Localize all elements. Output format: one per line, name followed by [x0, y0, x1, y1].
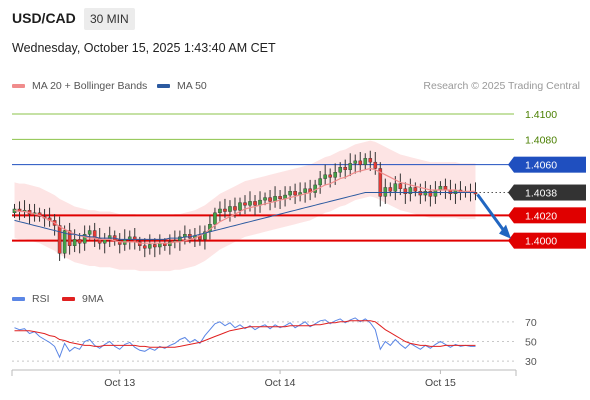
candle-body-60 [313, 184, 317, 193]
candle-body-47 [248, 201, 252, 206]
candle-body-69 [358, 160, 363, 165]
time-tick-label-0: Oct 13 [104, 377, 135, 389]
level-tag-3 [514, 184, 586, 201]
candle-body-38 [203, 231, 207, 240]
candle-body-46 [243, 202, 247, 206]
rsi-tick-label-2: 30 [525, 356, 537, 368]
symbol-title: USD/CAD [12, 10, 76, 26]
candle-body-70 [363, 158, 368, 165]
candle-body-56 [293, 191, 297, 196]
candle-body-40 [213, 212, 217, 225]
forecast-arrow-head [499, 224, 511, 239]
candle-body-53 [278, 196, 282, 200]
level-label-2: 1.4060 [525, 160, 557, 172]
rsi-tick-label-0: 70 [525, 317, 537, 329]
level-tag-2 [514, 156, 586, 173]
candle-body-10 [62, 230, 67, 254]
candle-body-73 [378, 168, 383, 197]
candle-body-64 [333, 172, 337, 178]
candle-body-76 [393, 183, 398, 192]
candle-body-33 [178, 236, 182, 241]
candle-body-75 [388, 187, 393, 192]
candle-body-58 [303, 188, 307, 193]
candle-body-44 [233, 206, 237, 211]
legend-9ma: 9MA [62, 293, 104, 305]
level-label-0: 1.4100 [525, 109, 557, 121]
level-tag-arrow-3 [508, 184, 514, 201]
level-tag-5 [514, 232, 586, 249]
candle-body-62 [323, 174, 327, 179]
level-label-3: 1.4038 [525, 188, 557, 200]
timeframe-button[interactable]: 30 MIN [84, 8, 135, 30]
legend-ma20: MA 20 + Bollinger Bands [12, 80, 147, 92]
datetime-label: Wednesday, October 15, 2025 1:43:40 AM C… [12, 41, 276, 55]
candle-body-71 [368, 158, 373, 163]
legend-ma20-label: MA 20 + Bollinger Bands [32, 80, 148, 92]
legend-9ma-label: 9MA [82, 293, 104, 305]
candle-body-81 [418, 191, 423, 196]
candle-body-43 [228, 206, 232, 212]
candle-body-82 [423, 191, 428, 196]
level-tag-4 [514, 207, 586, 224]
candle-body-26 [142, 245, 147, 249]
level-tag-arrow-4 [508, 207, 514, 224]
forecast-arrow-shaft [476, 193, 508, 235]
level-label-5: 1.4000 [525, 236, 557, 248]
legend-rsi: RSI [12, 293, 50, 305]
candle-body-68 [353, 160, 358, 164]
candle-body-72 [373, 161, 378, 169]
candle-body-12 [72, 239, 77, 246]
rsi-swatch [12, 297, 25, 301]
candle-body-66 [343, 166, 348, 170]
time-tick-label-2: Oct 15 [425, 377, 456, 389]
candle-body-51 [268, 197, 272, 202]
candle-body-21 [117, 240, 122, 245]
candle-body-45 [238, 202, 242, 211]
candle-body-13 [77, 239, 82, 244]
level-tag-arrow-2 [508, 156, 514, 173]
rsi-series-0 [14, 317, 476, 359]
ma9-swatch [62, 297, 75, 301]
candle-body-15 [87, 230, 92, 235]
legend-ma50-label: MA 50 [177, 80, 207, 92]
candle-body-79 [408, 187, 413, 194]
legend-rsi-label: RSI [32, 293, 50, 305]
candle-body-41 [218, 208, 222, 213]
level-label-1: 1.4080 [525, 134, 557, 146]
candle-body-55 [288, 191, 292, 196]
candle-body-65 [338, 166, 343, 173]
candle-body-48 [253, 201, 257, 206]
candle-body-28 [153, 244, 157, 248]
candle-body-9 [57, 225, 62, 254]
candle-body-80 [413, 187, 418, 192]
candle-body-25 [137, 241, 142, 246]
candle-body-63 [328, 174, 332, 178]
candle-body-14 [82, 234, 87, 244]
candle-body-27 [147, 244, 152, 249]
candle-body-84 [433, 189, 438, 197]
candle-body-61 [318, 178, 322, 186]
candle-body-83 [428, 191, 433, 197]
credit-label: Research © 2025 Trading Central [423, 80, 580, 92]
ma20-swatch [12, 84, 25, 88]
candle-body-11 [67, 230, 72, 246]
candle-body-78 [403, 188, 408, 195]
rsi-series-1 [14, 320, 476, 348]
legend-ma50: MA 50 [157, 80, 207, 92]
candle-body-42 [223, 208, 227, 212]
candle-body-31 [168, 241, 172, 246]
level-label-4: 1.4020 [525, 210, 557, 222]
candle-body-74 [383, 187, 388, 197]
candle-body-50 [263, 197, 267, 201]
ma20-line [14, 167, 476, 244]
level-tag-arrow-5 [508, 232, 514, 249]
time-tick-label-1: Oct 14 [265, 377, 296, 389]
ma50-line [14, 192, 476, 240]
rsi-tick-label-1: 50 [525, 336, 537, 348]
candle-body-77 [398, 183, 403, 189]
candle-body-67 [348, 163, 353, 170]
ma50-swatch [157, 84, 170, 88]
